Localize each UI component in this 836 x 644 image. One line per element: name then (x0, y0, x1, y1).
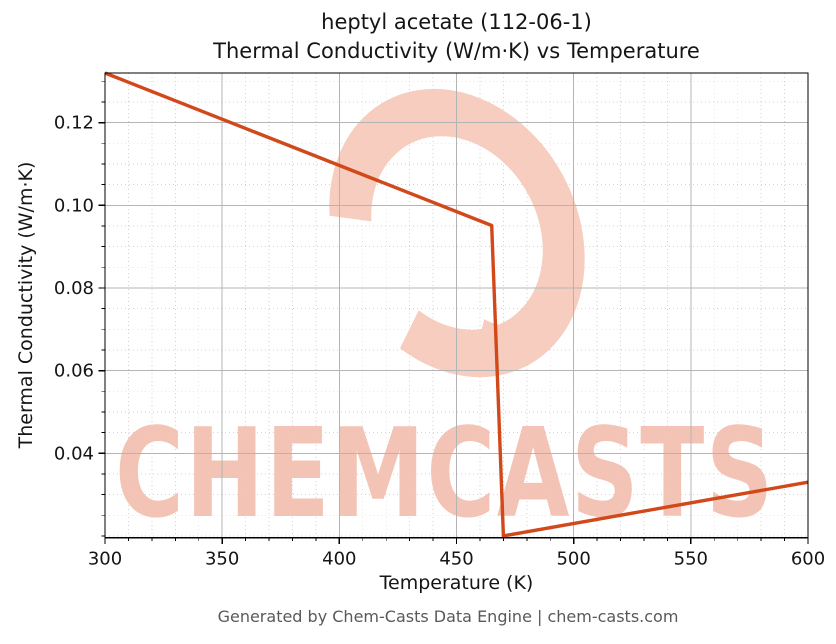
data-line (104, 71, 809, 538)
x-tick-label: 500 (556, 549, 590, 570)
watermark-text: CHEMCASTS (115, 403, 775, 546)
chart-title: heptyl acetate (112-06-1) Thermal Conduc… (105, 8, 808, 66)
y-tick-label: 0.06 (54, 361, 94, 382)
series-line (104, 71, 809, 538)
watermark-logo-swirl (329, 88, 585, 378)
grid-major (105, 73, 808, 538)
x-tick-label: 350 (205, 549, 239, 570)
y-tick-label: 0.10 (54, 195, 94, 216)
x-axis-label: Temperature (K) (379, 572, 534, 594)
plot-border (104, 72, 809, 539)
x-tick-label: 600 (791, 549, 825, 570)
x-tick-label: 300 (88, 549, 122, 570)
y-tick-label: 0.12 (54, 113, 94, 134)
tick-labels: 300 350 400 450 500 550 600 0.04 0.06 0.08 0.10 0.1… (54, 113, 825, 570)
y-tick-label: 0.04 (54, 443, 94, 464)
footer-credit: Generated by Chem-Casts Data Engine | ch… (217, 607, 679, 626)
x-tick-label: 550 (674, 549, 708, 570)
chart-title-line2: Thermal Conductivity (W/m·K) vs Temperat… (213, 39, 700, 63)
x-tick-label: 450 (439, 549, 473, 570)
axes-spines-ticks (98, 72, 809, 545)
x-tick-label: 400 (322, 549, 356, 570)
watermark: CHEMCASTS (115, 88, 775, 546)
grid-minor (105, 73, 808, 538)
y-tick-label: 0.08 (54, 278, 94, 299)
chart-title-line1: heptyl acetate (112-06-1) (321, 10, 592, 34)
